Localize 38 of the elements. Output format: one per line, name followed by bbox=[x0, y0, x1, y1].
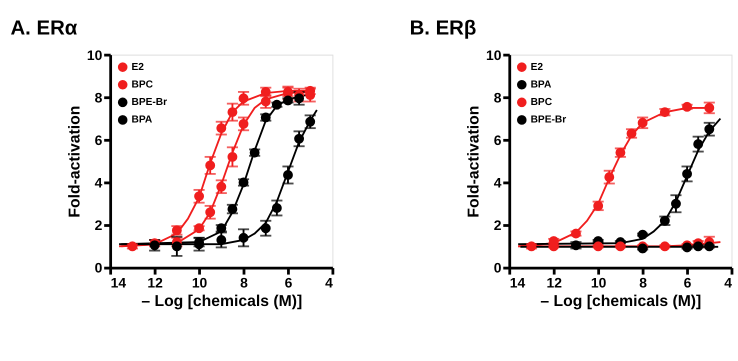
x-tick-label: 4 bbox=[325, 274, 334, 291]
y-tick-label: 4 bbox=[94, 174, 103, 191]
x-tick-label: 4 bbox=[724, 274, 732, 291]
legend-label: E2 bbox=[131, 62, 144, 73]
y-tick-label: 6 bbox=[94, 132, 103, 148]
x-tick-label: 10 bbox=[192, 274, 208, 291]
x-tick-label: 6 bbox=[684, 274, 692, 291]
y-tick-label: 0 bbox=[494, 260, 502, 276]
x-axis-title: – Log [chemicals (M)] bbox=[540, 293, 702, 310]
x-tick-label: 14 bbox=[510, 274, 526, 291]
x-tick-label: 12 bbox=[147, 274, 164, 291]
legend-label: BPA bbox=[530, 80, 552, 91]
legend-label: BPC bbox=[131, 80, 154, 91]
y-tick-label: 8 bbox=[94, 89, 103, 106]
x-tick-label: 8 bbox=[639, 274, 648, 291]
y-tick-label: 8 bbox=[494, 89, 502, 106]
x-axis-title: – Log [chemicals (M)] bbox=[141, 293, 302, 310]
y-axis-title: Fold-activation bbox=[466, 106, 483, 218]
x-tick-label: 6 bbox=[284, 274, 293, 291]
y-tick-label: 6 bbox=[494, 132, 502, 148]
legend-label: BPC bbox=[530, 97, 553, 108]
x-tick-label: 12 bbox=[546, 274, 562, 291]
x-tick-label: 14 bbox=[110, 274, 126, 291]
y-axis-title: Fold-activation bbox=[66, 106, 84, 218]
legend-label: BPA bbox=[131, 114, 153, 126]
y-tick-label: 10 bbox=[86, 46, 103, 63]
x-tick-label: 10 bbox=[590, 274, 607, 291]
y-tick-label: 4 bbox=[494, 174, 502, 191]
legend-label: BPE-Br bbox=[530, 114, 566, 126]
y-tick-label: 10 bbox=[486, 46, 502, 63]
chart-title: B. ERβ bbox=[410, 17, 476, 40]
legend-label: E2 bbox=[530, 62, 544, 73]
y-tick-label: 2 bbox=[494, 217, 502, 234]
y-tick-label: 0 bbox=[94, 260, 103, 276]
chart-title: A. ERα bbox=[10, 17, 78, 40]
x-tick-label: 8 bbox=[240, 274, 248, 291]
legend-label: BPE-Br bbox=[131, 97, 168, 108]
y-tick-label: 2 bbox=[94, 217, 103, 234]
